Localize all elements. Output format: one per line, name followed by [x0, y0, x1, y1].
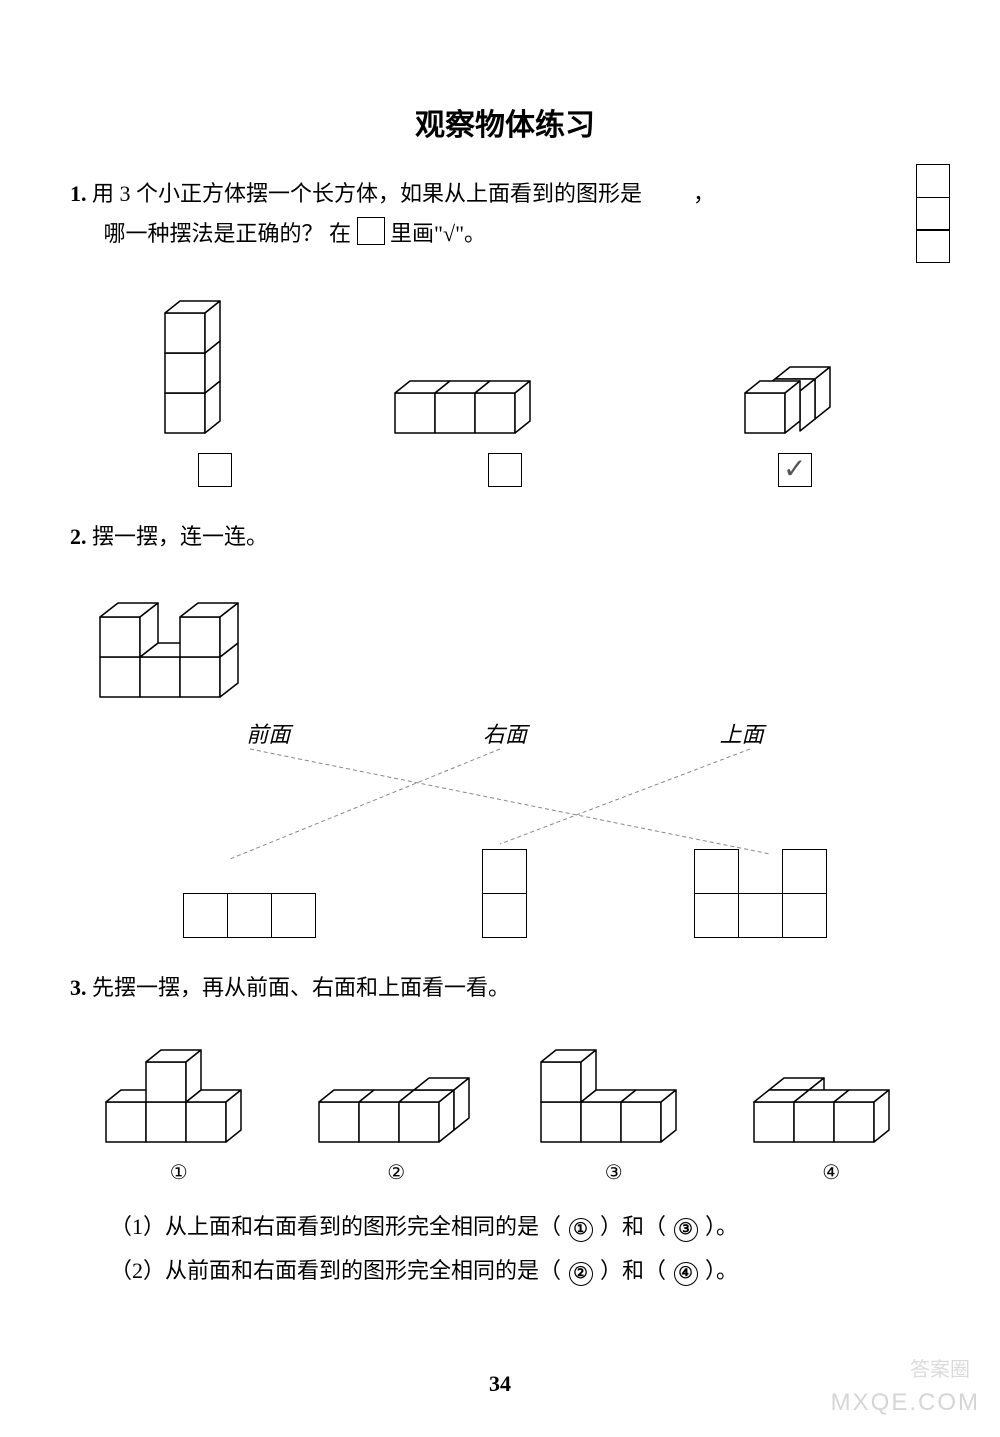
q1-text-a: 用 3 个小正方体摆一个长方体，如果从上面看到的图形是 [92, 181, 642, 206]
q3-sub2-ans2: ④ [672, 1249, 700, 1293]
question-3: 3. 先摆一摆，再从前面、右面和上面看一看。 [70, 968, 940, 1008]
q3-figures-row [70, 1032, 940, 1152]
q1-fig-depth [715, 333, 865, 443]
q3-number: 3. [70, 975, 87, 1000]
inline-checkbox-icon [357, 217, 385, 245]
q2-text: 摆一摆，连一连。 [92, 524, 268, 549]
check-icon: ✓ [783, 452, 806, 486]
q1-text-c: 哪一种摆法是正确的？ 在 [104, 221, 352, 246]
q3-text: 先摆一摆，再从前面、右面和上面看一看。 [92, 975, 510, 1000]
q1-figures-row [70, 273, 940, 443]
q1-fig-vertical [145, 273, 235, 443]
q3-sub1-pre: （1）从上面和右面看到的图形完全相同的是（ [110, 1214, 561, 1239]
q3-sub2-post: ）。 [705, 1258, 738, 1283]
q1-checkbox-row: ✓ [70, 453, 940, 487]
q2-match-lines [70, 739, 930, 889]
q2-number: 2. [70, 524, 87, 549]
q3-fig-4 [734, 1062, 924, 1152]
q1-number: 1. [70, 181, 87, 206]
q3-sub1: （1）从上面和右面看到的图形完全相同的是（ ① ）和（ ③ ）。 [110, 1205, 940, 1249]
q3-label-4: ④ [822, 1160, 840, 1185]
q2-main-figure [70, 567, 940, 707]
q3-option-labels: ① ② ③ ④ [70, 1160, 940, 1185]
q1-checkbox-2[interactable] [488, 453, 522, 487]
q3-fig-1 [86, 1042, 266, 1152]
q3-sub1-ans1: ① [567, 1205, 595, 1249]
q3-sub2: （2）从前面和右面看到的图形完全相同的是（ ② ）和（ ④ ）。 [110, 1249, 940, 1293]
q1-fig-horizontal [385, 363, 565, 443]
question-2: 2. 摆一摆，连一连。 [70, 517, 940, 557]
q3-sub2-ans1: ② [567, 1249, 595, 1293]
watermark: MXQE.COM [831, 1389, 980, 1417]
q3-label-3: ③ [605, 1160, 623, 1185]
watermark-top: 答案圈 [910, 1353, 970, 1382]
page-title: 观察物体练习 [70, 100, 940, 144]
q3-sub1-ans2: ③ [672, 1205, 700, 1249]
q1-text-d: 里画"√"。 [390, 221, 486, 246]
q3-label-1: ① [170, 1160, 188, 1185]
q1-checkbox-3[interactable]: ✓ [778, 453, 812, 487]
q3-fig-3 [521, 1032, 701, 1152]
q1-text-b: ， [693, 181, 715, 206]
q1-target-shape [916, 164, 950, 263]
q3-sub1-post: ）。 [705, 1214, 738, 1239]
q3-sub2-pre: （2）从前面和右面看到的图形完全相同的是（ [110, 1258, 561, 1283]
q3-sub2-mid: ）和（ [600, 1258, 666, 1283]
q1-checkbox-1[interactable] [198, 453, 232, 487]
q3-sub1-mid: ）和（ [600, 1214, 666, 1239]
q2-view-1x3 [183, 893, 316, 938]
q3-label-2: ② [387, 1160, 405, 1185]
question-1: 1. 用 3 个小正方体摆一个长方体，如果从上面看到的图形是 ， 哪一种摆法是正… [70, 174, 940, 253]
q3-fig-2 [299, 1062, 489, 1152]
